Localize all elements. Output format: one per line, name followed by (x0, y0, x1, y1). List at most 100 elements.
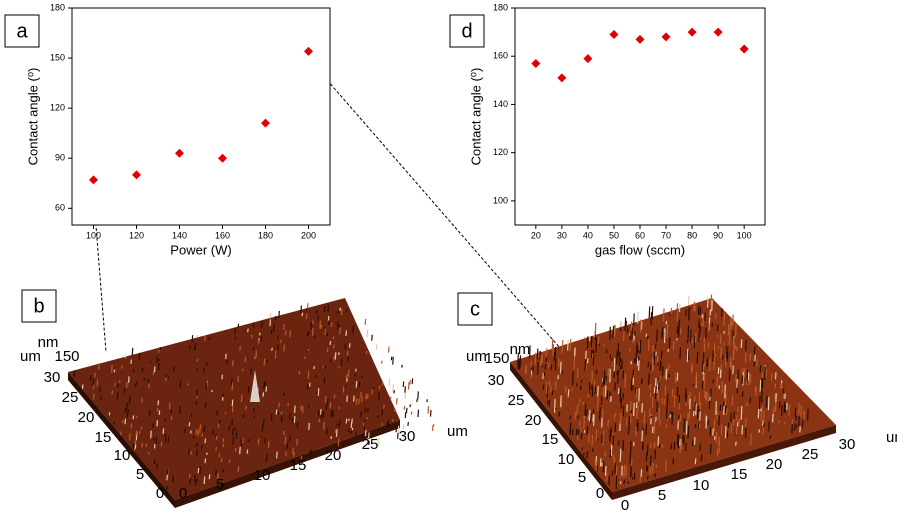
surface-peak (637, 419, 638, 431)
surface-peak (241, 394, 242, 402)
surface-peak (735, 345, 736, 349)
surface-peak (729, 368, 730, 381)
surface-peak (197, 359, 198, 361)
surface-peak (223, 393, 224, 397)
surface-peak (403, 382, 404, 387)
surface-peak (587, 409, 588, 416)
surface-peak (418, 391, 419, 399)
surface-peak (125, 419, 126, 425)
surface-peak (684, 436, 685, 444)
surface-peak (624, 470, 625, 479)
surface-peak (677, 387, 678, 396)
surface-peak (349, 419, 350, 421)
surface-peak (594, 380, 595, 392)
surface-peak (649, 408, 650, 417)
surface-peak (765, 367, 766, 380)
surface-peak (657, 329, 658, 341)
surface-peak (219, 454, 220, 458)
surface-peak (276, 410, 277, 415)
surface-peak (701, 454, 702, 461)
surface-peak (680, 415, 681, 422)
surface-peak (620, 413, 621, 424)
surface-peak (593, 414, 594, 422)
surface-peak (631, 361, 632, 364)
surface-peak (97, 379, 98, 386)
surface-peak (763, 421, 764, 426)
surface-peak (316, 310, 317, 314)
surface-peak (728, 324, 729, 335)
surface-peak (165, 434, 166, 437)
surface-peak (355, 373, 356, 376)
surface-peak (654, 352, 655, 365)
surface-peak (618, 388, 619, 394)
surface-peak (589, 410, 590, 421)
surface-peak (157, 408, 158, 412)
surface-peak (605, 451, 606, 457)
surface-peak (149, 410, 150, 417)
surface-peak (203, 368, 204, 372)
surface-peak (762, 378, 763, 388)
surface-peak (684, 418, 685, 432)
surface-peak (396, 426, 397, 432)
surface-peak (680, 347, 681, 359)
afm-y-unit: um (20, 348, 41, 365)
surface-peak (626, 321, 627, 327)
surface-peak (693, 411, 694, 416)
surface-peak (659, 407, 660, 420)
surface-peak (706, 416, 707, 428)
surface-peak (795, 423, 796, 431)
surface-peak (303, 406, 304, 413)
surface-peak (750, 397, 751, 403)
surface-peak (693, 384, 694, 386)
surface-peak (309, 423, 310, 430)
surface-peak (621, 321, 622, 327)
surface-peak (695, 458, 696, 464)
surface-peak (338, 311, 339, 314)
surface-peak (253, 347, 254, 351)
surface-peak (730, 358, 731, 363)
surface-peak (223, 443, 224, 447)
surface-peak (738, 407, 739, 412)
surface-peak (544, 372, 545, 376)
surface-peak (640, 340, 641, 354)
surface-peak (589, 337, 590, 341)
surface-peak (692, 441, 693, 446)
surface-peak (633, 334, 634, 343)
surface-peak (285, 330, 286, 335)
surface-peak (718, 367, 719, 374)
surface-peak (610, 327, 611, 340)
surface-peak (634, 473, 635, 478)
surface-peak (698, 424, 699, 429)
surface-peak (430, 410, 431, 417)
surface-peak (406, 408, 407, 413)
surface-peak (342, 309, 343, 315)
surface-peak (710, 310, 711, 316)
surface-peak (284, 324, 285, 330)
surface-peak (692, 367, 693, 372)
surface-peak (310, 383, 311, 387)
surface-peak (171, 416, 172, 420)
surface-peak (402, 365, 403, 368)
surface-peak (266, 454, 267, 462)
surface-peak (319, 419, 320, 421)
surface-peak (615, 423, 616, 432)
afm-y-unit: um (466, 348, 487, 365)
surface-peak (674, 442, 675, 450)
surface-peak (598, 386, 599, 397)
afm-x-tick-label: 5 (658, 487, 666, 504)
surface-peak (623, 371, 624, 380)
surface-peak (356, 433, 357, 436)
afm-y-tick-label: 10 (558, 451, 575, 468)
surface-peak (783, 394, 784, 399)
surface-peak (142, 443, 143, 447)
surface-peak (698, 406, 699, 419)
surface-peak (559, 359, 560, 367)
surface-peak (770, 436, 771, 439)
surface-peak (653, 361, 654, 371)
surface-peak (555, 381, 556, 390)
surface-peak (368, 408, 369, 413)
surface-peak (326, 396, 327, 403)
surface-peak (581, 427, 582, 431)
surface-peak (188, 383, 189, 385)
surface-peak (690, 399, 691, 410)
